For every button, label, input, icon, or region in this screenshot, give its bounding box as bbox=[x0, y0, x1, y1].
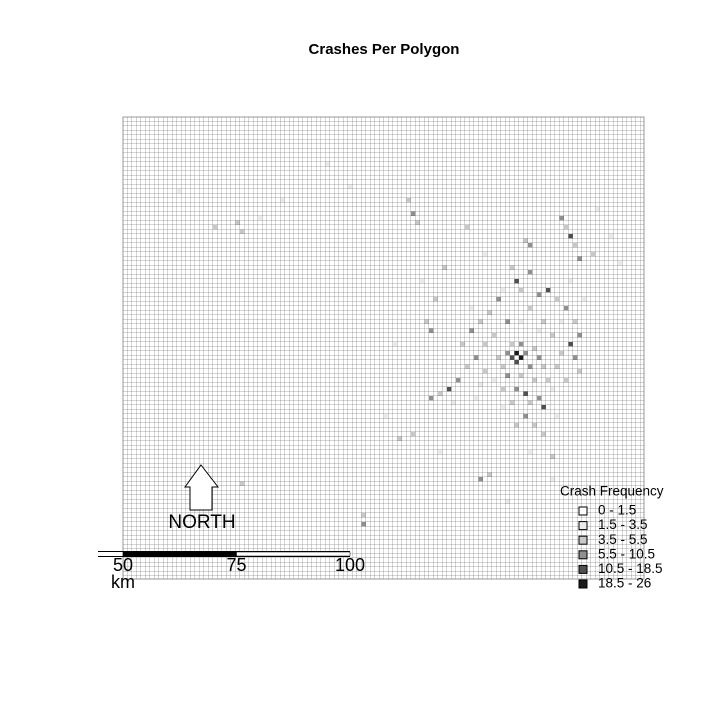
scale-label: 75 bbox=[226, 555, 246, 575]
legend-label: 0 - 1.5 bbox=[598, 503, 636, 518]
legend-title: Crash Frequency bbox=[560, 484, 664, 499]
scale-segment bbox=[122, 551, 237, 557]
legend-swatch bbox=[578, 521, 588, 531]
legend: Crash Frequency 0 - 1.51.5 - 3.53.5 - 5.5… bbox=[560, 484, 664, 591]
legend-label: 18.5 - 26 bbox=[598, 576, 651, 591]
north-label: NORTH bbox=[168, 512, 235, 533]
scale-label: 50 bbox=[113, 555, 133, 575]
legend-swatch bbox=[578, 579, 588, 589]
legend-swatch bbox=[578, 550, 588, 560]
scale-bar: 50 75 100 km bbox=[98, 551, 365, 592]
legend-swatch bbox=[578, 564, 588, 574]
legend-swatch bbox=[578, 535, 588, 545]
legend-swatch bbox=[578, 506, 588, 516]
scale-label: 100 bbox=[335, 555, 365, 575]
legend-label: 5.5 - 10.5 bbox=[598, 546, 655, 561]
map-title: Crashes Per Polygon bbox=[309, 41, 460, 58]
north-arrow bbox=[184, 464, 220, 511]
legend-label: 10.5 - 18.5 bbox=[598, 561, 663, 576]
legend-label: 3.5 - 5.5 bbox=[598, 532, 648, 547]
scale-segment bbox=[236, 551, 351, 557]
scale-unit: km bbox=[111, 572, 135, 592]
legend-label: 1.5 - 3.5 bbox=[598, 517, 648, 532]
